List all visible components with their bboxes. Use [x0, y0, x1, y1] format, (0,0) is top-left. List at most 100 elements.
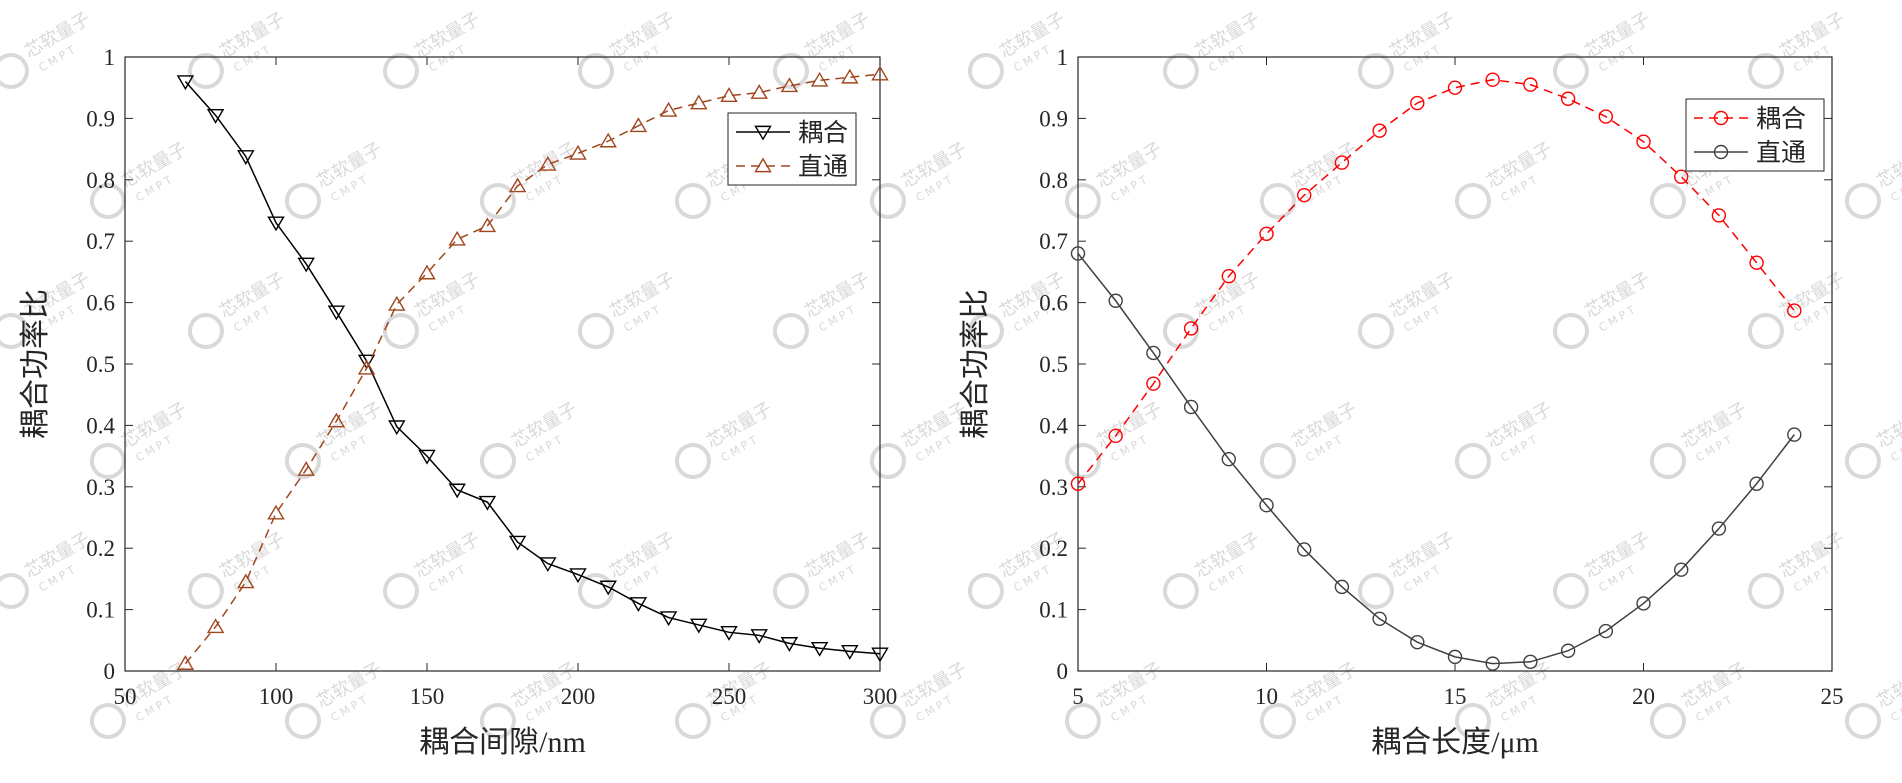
x-tick-label: 250	[712, 684, 747, 709]
data-point	[1749, 255, 1764, 270]
data-point	[448, 483, 466, 499]
data-point	[1410, 634, 1425, 650]
watermark-logo	[1259, 183, 1296, 219]
watermark-logo	[89, 443, 126, 479]
watermark-logo	[1259, 703, 1296, 739]
watermark-logo	[284, 183, 321, 219]
watermark-logo	[284, 703, 321, 739]
x-tick-label: 20	[1632, 684, 1655, 709]
watermark-logo	[89, 183, 126, 219]
data-point	[1598, 109, 1614, 124]
watermark-logo	[187, 573, 224, 609]
data-point	[267, 504, 285, 520]
data-point	[1372, 123, 1387, 138]
y-tick-label: 1	[1057, 45, 1069, 70]
watermark-logo	[1357, 313, 1394, 349]
data-point	[1070, 476, 1086, 491]
data-point	[1749, 476, 1764, 491]
watermark-logo	[1162, 573, 1199, 609]
y-tick-label: 0.4	[1039, 413, 1068, 438]
y-tick-label: 0.9	[1039, 106, 1068, 131]
y-tick-label: 0.1	[86, 598, 115, 623]
data-point	[539, 155, 557, 171]
data-point	[780, 77, 799, 93]
watermark-logo	[674, 183, 711, 219]
data-point	[1711, 208, 1727, 223]
x-tick-label: 15	[1444, 684, 1467, 709]
y-tick-label: 1	[104, 45, 116, 70]
data-point	[720, 87, 738, 103]
data-point	[1183, 399, 1199, 415]
watermark-logo	[1064, 443, 1101, 479]
series-line	[184, 73, 881, 665]
data-point	[750, 84, 768, 99]
data-point	[1711, 521, 1727, 536]
data-point	[1334, 579, 1350, 595]
y-tick-label: 0.9	[86, 106, 115, 131]
watermark-logo	[0, 573, 29, 609]
data-point	[448, 230, 466, 246]
data-point	[237, 150, 255, 165]
data-point	[267, 216, 285, 232]
data-point	[1108, 428, 1123, 444]
x-tick-label: 200	[561, 684, 596, 709]
legend-marker	[754, 125, 772, 141]
data-point	[690, 618, 708, 634]
data-point	[508, 177, 527, 193]
watermark-logo	[382, 313, 419, 349]
legend-marker	[1713, 110, 1729, 126]
data-point	[206, 109, 225, 124]
watermark-logo	[0, 313, 29, 349]
data-point	[539, 557, 557, 573]
data-point	[1146, 345, 1161, 361]
series-1	[176, 75, 889, 663]
data-point	[357, 354, 376, 370]
data-point	[1787, 303, 1802, 318]
watermark-logo	[869, 703, 906, 739]
watermark-logo	[772, 573, 809, 609]
watermark-logo	[1649, 183, 1686, 219]
x-tick-label: 25	[1821, 684, 1844, 709]
y-tick-label: 0.4	[86, 413, 115, 438]
data-point	[1523, 77, 1538, 92]
y-tick-label: 0.8	[1039, 168, 1068, 193]
watermark-logo	[1259, 443, 1296, 479]
series-1	[1070, 72, 1802, 491]
legend-label: 直通	[798, 153, 848, 181]
x-axis-label: 耦合长度/μm	[1371, 726, 1539, 759]
data-point	[388, 420, 406, 436]
data-point	[599, 132, 617, 148]
data-point	[176, 655, 195, 670]
x-tick-label: 50	[114, 684, 137, 709]
legend-label: 耦合	[798, 119, 848, 147]
data-point	[418, 449, 436, 465]
legend-marker	[1713, 144, 1729, 160]
data-point	[1259, 226, 1274, 242]
watermark-text: 芯软量子	[1873, 398, 1902, 452]
data-point	[1372, 611, 1387, 627]
y-axis-label: 耦合功率比	[959, 289, 992, 439]
data-point	[1598, 623, 1614, 639]
legend-label: 直通	[1756, 139, 1806, 167]
data-point	[1221, 451, 1237, 467]
series-line	[1077, 78, 1795, 485]
data-point	[297, 257, 315, 273]
watermark-logo	[1747, 313, 1784, 349]
data-point	[1560, 91, 1576, 106]
data-point	[327, 412, 346, 428]
watermark-logo	[479, 703, 516, 739]
watermark-logo	[674, 443, 711, 479]
legend-box	[1685, 98, 1825, 172]
series-line	[1077, 253, 1795, 665]
watermark-logo	[1552, 313, 1589, 349]
series-line	[184, 81, 881, 655]
data-point	[1183, 321, 1199, 336]
data-point	[1636, 596, 1651, 611]
series-2	[176, 65, 889, 670]
data-point	[720, 625, 738, 641]
